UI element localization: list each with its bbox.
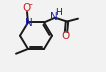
Text: N: N: [50, 12, 58, 22]
Text: N: N: [25, 18, 32, 28]
Text: O: O: [22, 3, 30, 13]
Text: –: –: [29, 0, 32, 9]
Text: O: O: [62, 31, 70, 41]
Text: H: H: [55, 8, 61, 17]
